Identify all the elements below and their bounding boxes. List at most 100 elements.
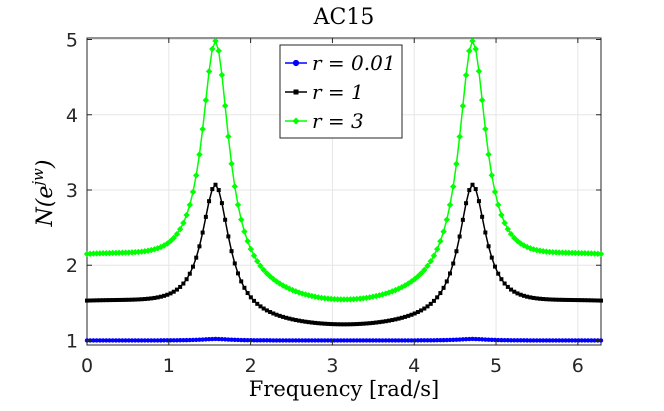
series-0-point-26 — [168, 338, 173, 343]
series-1-point-121 — [473, 187, 478, 192]
series-0-point-60 — [277, 338, 282, 343]
series-2-point-131 — [504, 225, 512, 233]
series-1-point-158 — [592, 298, 597, 303]
series-2-point-121 — [472, 45, 479, 53]
series-1-point-160 — [599, 298, 603, 303]
series-1-point-123 — [480, 214, 485, 219]
series-1-point-114 — [451, 261, 456, 266]
series-2-point-46 — [231, 183, 238, 190]
legend-marker-r3 — [292, 117, 300, 125]
series-1-point-20 — [149, 296, 154, 301]
series-0-point-152 — [573, 338, 578, 343]
series-2-point-38 — [205, 68, 213, 75]
series-2-point-105 — [421, 266, 428, 274]
series-0 — [84, 336, 604, 343]
series-1-point-59 — [274, 312, 279, 317]
series-0-point-31 — [184, 337, 189, 343]
series-1-point-28 — [174, 287, 179, 292]
series-2-point-115 — [453, 160, 460, 168]
series-2-point-120 — [469, 37, 476, 45]
series-2-point-123 — [478, 96, 486, 104]
series-0-point-148 — [560, 338, 565, 343]
series-0-point-19 — [145, 338, 151, 343]
series-1-point-131 — [505, 284, 510, 289]
series-0-point-151 — [569, 338, 575, 343]
series-0-point-104 — [418, 338, 424, 343]
series-1-point-11 — [120, 297, 125, 302]
series-1-point-93 — [383, 319, 388, 324]
series-1-point-148 — [560, 297, 565, 302]
legend-entry-r3: r = 3 — [285, 109, 364, 133]
series-0-point-10 — [116, 338, 122, 343]
series-1-point-86 — [361, 321, 366, 326]
series-layer — [83, 37, 605, 343]
series-2-point-21 — [151, 246, 158, 253]
x-tick-label-1: 1 — [163, 355, 175, 377]
series-0-point-68 — [303, 338, 308, 343]
series-2-point-116 — [456, 133, 463, 140]
series-1-point-58 — [271, 311, 276, 316]
series-0-point-135 — [518, 338, 523, 343]
series-1-point-41 — [216, 188, 221, 193]
series-2-point-160 — [597, 250, 605, 258]
series-0-point-145 — [550, 338, 556, 343]
series-2-point-132 — [507, 230, 515, 238]
series-1-point-67 — [300, 319, 305, 324]
series-0-point-88 — [367, 338, 372, 343]
series-1-point-55 — [261, 306, 266, 311]
series-1-point-18 — [142, 297, 147, 302]
series-1-point-50 — [245, 291, 250, 296]
series-0-point-123 — [479, 337, 485, 342]
series-1-point-155 — [582, 298, 587, 303]
series-0-point-138 — [528, 338, 533, 343]
series-1-point-104 — [419, 308, 424, 313]
series-0-point-84 — [354, 338, 360, 343]
series-0-point-41 — [216, 336, 221, 342]
series-0-point-93 — [383, 338, 388, 343]
series-0-point-79 — [338, 338, 343, 343]
series-1-point-159 — [595, 298, 600, 303]
series-0-point-73 — [319, 338, 324, 343]
series-0-point-36 — [200, 337, 205, 342]
series-1-point-31 — [184, 277, 189, 282]
series-1-point-19 — [146, 296, 151, 301]
series-2-point-118 — [462, 71, 470, 79]
series-0-point-35 — [197, 337, 202, 342]
series-2-point-9 — [112, 249, 120, 257]
x-tick-label-6: 6 — [572, 355, 584, 377]
series-0-point-158 — [592, 338, 597, 343]
series-1-point-88 — [367, 321, 372, 326]
series-1-point-62 — [284, 315, 289, 320]
series-0-point-121 — [473, 336, 478, 342]
series-2-point-111 — [440, 228, 447, 235]
series-0-point-146 — [553, 338, 559, 343]
series-0-point-109 — [434, 338, 440, 343]
series-2-point-137 — [523, 243, 531, 251]
series-1-point-70 — [309, 320, 314, 325]
series-0-point-47 — [235, 337, 241, 343]
series-1-point-107 — [428, 301, 433, 306]
series-0-point-107 — [428, 338, 433, 343]
series-2-point-147 — [556, 249, 563, 256]
series-0-point-30 — [181, 337, 186, 343]
series-2-point-44 — [225, 133, 232, 140]
series-0-point-98 — [399, 338, 405, 343]
series-1-point-21 — [152, 295, 157, 300]
series-0-point-7 — [107, 338, 112, 343]
series-0-point-82 — [348, 338, 353, 343]
series-1-point-65 — [293, 318, 298, 323]
series-1-point-63 — [287, 316, 292, 321]
series-2-point-108 — [430, 252, 438, 259]
series-0-point-53 — [255, 338, 260, 343]
series-0-point-32 — [187, 337, 192, 343]
series-1-point-99 — [403, 314, 408, 319]
series-0-point-44 — [226, 337, 231, 342]
series-1-point-73 — [319, 321, 324, 326]
series-0-point-131 — [505, 338, 511, 343]
series-0-point-37 — [203, 337, 209, 342]
series-0-point-85 — [357, 338, 363, 343]
series-0-point-101 — [409, 338, 414, 343]
series-2-point-52 — [250, 252, 258, 259]
series-1-point-23 — [158, 294, 163, 299]
series-0-point-70 — [309, 338, 315, 343]
